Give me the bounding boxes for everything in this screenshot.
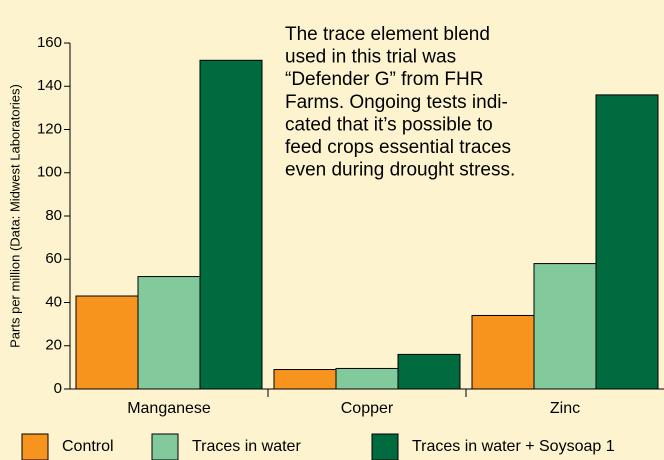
bar <box>273 369 337 390</box>
y-tick-label: 80 <box>45 207 62 224</box>
y-tick-label: 20 <box>45 337 62 354</box>
bar <box>335 367 399 390</box>
annotation: Farms. Ongoing tests indi- <box>285 92 508 113</box>
bar <box>137 276 201 390</box>
annotation: The trace element blend <box>285 24 490 45</box>
y-axis-label: Parts per million (Data: Midwest Laborat… <box>7 84 22 348</box>
y-tick-label: 40 <box>45 293 62 310</box>
x-tick-label: Copper <box>341 400 394 417</box>
y-tick-label: 0 <box>54 380 62 397</box>
x-tick-label: Zinc <box>550 400 580 417</box>
y-tick-label: 120 <box>37 120 62 137</box>
legend-label: Traces in water + Soysoap 1 <box>412 438 615 455</box>
annotation: “Defender G” from FHR <box>285 69 483 90</box>
bar <box>471 314 535 390</box>
bar <box>397 353 461 390</box>
bar <box>595 94 659 390</box>
bar <box>533 263 597 390</box>
bar <box>75 295 139 390</box>
annotation: cated that it’s possible to <box>285 114 493 135</box>
legend-swatch <box>151 433 179 460</box>
annotation: feed crops essential traces <box>285 137 511 158</box>
annotation: used in this trial was <box>285 47 456 68</box>
y-tick-label: 140 <box>37 77 62 94</box>
legend-swatch <box>21 433 49 460</box>
legend-label: Control <box>62 438 114 455</box>
bar <box>199 59 263 390</box>
legend-swatch <box>371 433 399 460</box>
annotation: even during drought stress. <box>285 160 515 181</box>
x-tick-label: Manganese <box>127 400 211 417</box>
y-tick-label: 160 <box>37 34 62 51</box>
y-tick-label: 100 <box>37 164 62 181</box>
legend-label: Traces in water <box>192 438 301 455</box>
y-tick-label: 60 <box>45 250 62 267</box>
